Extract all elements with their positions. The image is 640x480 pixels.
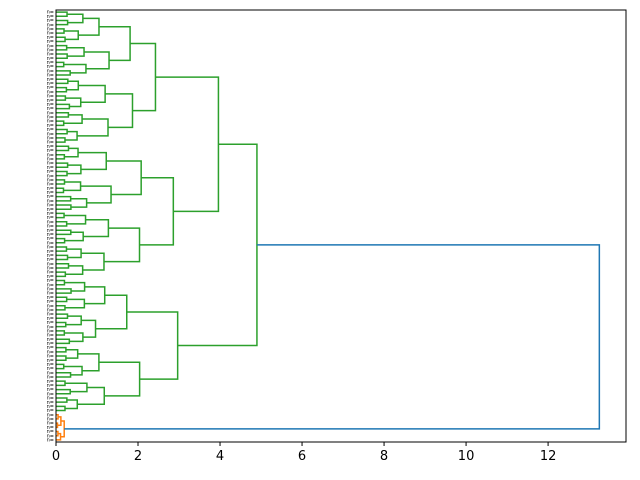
dendrogram-link bbox=[99, 27, 130, 61]
dendrogram-link bbox=[178, 144, 257, 345]
dendrogram-link bbox=[64, 65, 86, 73]
dendrogram-link bbox=[56, 381, 65, 385]
dendrogram-link bbox=[56, 398, 67, 402]
dendrogram-link bbox=[104, 228, 140, 262]
dendrogram-link bbox=[81, 253, 104, 270]
dendrogram-link bbox=[71, 199, 87, 207]
dendrogram-link bbox=[56, 88, 66, 92]
dendrogram-link bbox=[56, 272, 65, 276]
dendrogram-link bbox=[56, 289, 71, 293]
dendrogram-link bbox=[64, 283, 84, 291]
dendrogram-link bbox=[56, 20, 68, 24]
dendrogram-link bbox=[64, 31, 78, 39]
dendrogram-link bbox=[56, 239, 65, 243]
dendrogram-link bbox=[64, 367, 82, 375]
dendrogram-link bbox=[56, 121, 64, 125]
dendrogram-link bbox=[56, 54, 67, 58]
dendrogram-link bbox=[56, 104, 69, 108]
dendrogram-link bbox=[78, 153, 106, 170]
dendrogram-link bbox=[56, 29, 64, 33]
dendrogram-link bbox=[56, 188, 63, 192]
dendrogram-link bbox=[56, 180, 64, 184]
dendrogram-link bbox=[65, 383, 87, 391]
dendrogram-link bbox=[56, 12, 67, 16]
x-tick-label: 8 bbox=[380, 449, 388, 464]
dendrogram-link bbox=[56, 213, 64, 217]
dendrogram-link bbox=[56, 62, 64, 66]
dendrogram-root-link bbox=[64, 245, 599, 429]
dendrogram-link bbox=[67, 165, 81, 173]
dendrogram-link bbox=[105, 94, 132, 128]
dendrogram-link bbox=[56, 79, 68, 83]
dendrogram-link bbox=[56, 364, 64, 368]
dendrogram-link bbox=[56, 37, 65, 41]
leaf-label: n= bbox=[47, 438, 54, 444]
dendrogram-link bbox=[56, 163, 68, 167]
dendrogram-link bbox=[56, 339, 69, 343]
dendrogram-link bbox=[140, 178, 174, 245]
x-tick-label: 6 bbox=[298, 449, 306, 464]
dendrogram-link bbox=[83, 220, 108, 237]
dendrogram-link bbox=[65, 98, 80, 106]
dendrogram-link bbox=[67, 48, 84, 56]
x-tick-label: 12 bbox=[540, 449, 557, 464]
x-axis-ticks: 0 2 4 6 8 10 12 bbox=[52, 442, 557, 464]
dendrogram-link bbox=[56, 96, 65, 100]
dendrogram-link bbox=[78, 354, 99, 371]
x-tick-label: 2 bbox=[134, 449, 142, 464]
dendrogram-link bbox=[155, 77, 218, 211]
dendrogram-link bbox=[84, 52, 109, 69]
dendrogram-link bbox=[56, 71, 70, 75]
dendrogram-link bbox=[56, 230, 71, 234]
dendrogram-link bbox=[56, 406, 65, 410]
leaf-label-group: n=n=n=n=n=n=n=n=n=n=n=n=n=n=n=n=n=n=n=n=… bbox=[47, 10, 54, 444]
dendrogram-link bbox=[56, 222, 67, 226]
dendrogram-link bbox=[66, 249, 81, 257]
dendrogram-link bbox=[78, 85, 105, 102]
dendrogram-link bbox=[56, 205, 71, 209]
x-tick-label: 0 bbox=[52, 449, 60, 464]
dendrogram-link bbox=[56, 171, 67, 175]
dendrogram-link bbox=[56, 306, 65, 310]
dendrogram-link bbox=[127, 312, 178, 379]
dendrogram-link bbox=[56, 155, 64, 159]
dendrogram-link bbox=[64, 333, 83, 341]
x-tick-label: 10 bbox=[458, 449, 475, 464]
x-tick-label: 4 bbox=[216, 449, 224, 464]
dendrogram-link bbox=[56, 146, 69, 150]
dendrogram-link bbox=[56, 331, 64, 335]
axes-frame bbox=[56, 10, 626, 442]
dendrogram-link bbox=[56, 46, 67, 50]
dendrogram-link bbox=[56, 130, 67, 134]
dendrogram-link bbox=[56, 390, 70, 394]
dendrogram-link bbox=[130, 44, 155, 111]
dendrogram-link bbox=[66, 350, 78, 358]
dendrogram-link bbox=[63, 182, 80, 190]
dendrogram-link bbox=[77, 387, 104, 404]
dendrogram-link bbox=[64, 115, 82, 123]
dendrogram-link bbox=[81, 186, 111, 203]
dendrogram-link bbox=[65, 299, 84, 307]
dendrogram-link bbox=[56, 373, 71, 377]
dendrogram-link bbox=[65, 232, 84, 240]
dendrogram-link bbox=[56, 113, 68, 117]
dendrogram-link bbox=[56, 348, 66, 352]
dendrogram-link bbox=[56, 197, 71, 201]
dendrogram-links bbox=[56, 12, 599, 440]
dendrogram-link bbox=[56, 247, 66, 251]
dendrogram-link bbox=[84, 287, 104, 304]
dendrogram-link bbox=[67, 14, 83, 22]
dendrogram-link bbox=[56, 314, 67, 318]
dendrogram-link bbox=[56, 297, 67, 301]
dendrogram-link bbox=[56, 322, 66, 326]
dendrogram-link bbox=[56, 356, 66, 360]
dendrogram-link bbox=[56, 281, 64, 285]
dendrogram-link bbox=[56, 264, 69, 268]
dendrogram-link bbox=[56, 138, 65, 142]
dendrogram-link bbox=[96, 295, 127, 329]
dendrogram-link bbox=[64, 148, 78, 156]
dendrogram-link bbox=[78, 18, 99, 35]
dendrogram-link bbox=[56, 255, 68, 259]
